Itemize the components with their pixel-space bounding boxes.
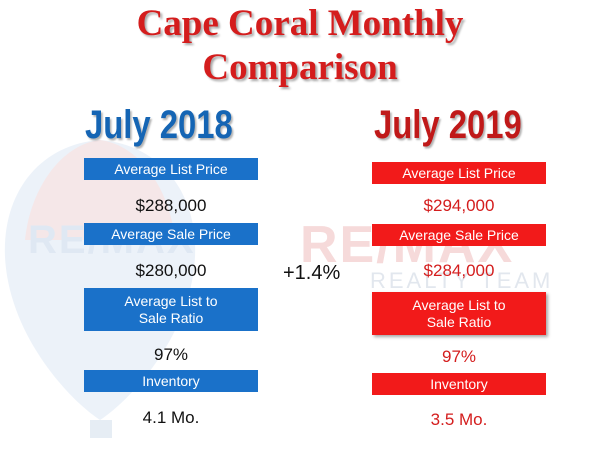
list-to-sale-ratio-value-2019: 97% <box>441 347 477 366</box>
avg-list-price-label-2018: Average List Price <box>84 158 258 180</box>
inventory-label-2018: Inventory <box>84 370 258 392</box>
avg-list-price-value-2018: $288,000 <box>135 196 207 215</box>
list-to-sale-ratio-value-2018: 97% <box>153 345 189 364</box>
avg-sale-price-value-2019: $284,000 <box>423 261 495 280</box>
year-label-2018: July 2018 <box>85 103 233 147</box>
avg-sale-price-value-2018: $280,000 <box>135 261 207 280</box>
page-title: Cape Coral Monthly <box>136 3 464 44</box>
avg-sale-price-label-2019: Average Sale Price <box>372 224 546 246</box>
price-change-percent: +1.4% <box>283 262 341 284</box>
inventory-label-2019: Inventory <box>372 373 546 395</box>
ratio-label-line2: Sale Ratio <box>426 313 492 330</box>
page-subtitle: Comparison <box>202 47 398 88</box>
ratio-label-line2: Sale Ratio <box>138 309 204 326</box>
avg-list-price-value-2019: $294,000 <box>423 196 495 215</box>
list-to-sale-ratio-label-2019: Average List to Sale Ratio <box>372 292 546 335</box>
avg-sale-price-label-2018: Average Sale Price <box>84 223 258 245</box>
ratio-label-line1: Average List to <box>124 292 218 309</box>
year-label-2019: July 2019 <box>374 103 522 147</box>
list-to-sale-ratio-label-2018: Average List to Sale Ratio <box>84 288 258 331</box>
ratio-label-line1: Average List to <box>412 296 506 313</box>
inventory-value-2018: 4.1 Mo. <box>142 408 200 427</box>
avg-list-price-label-2019: Average List Price <box>372 162 546 184</box>
inventory-value-2019: 3.5 Mo. <box>430 410 488 429</box>
